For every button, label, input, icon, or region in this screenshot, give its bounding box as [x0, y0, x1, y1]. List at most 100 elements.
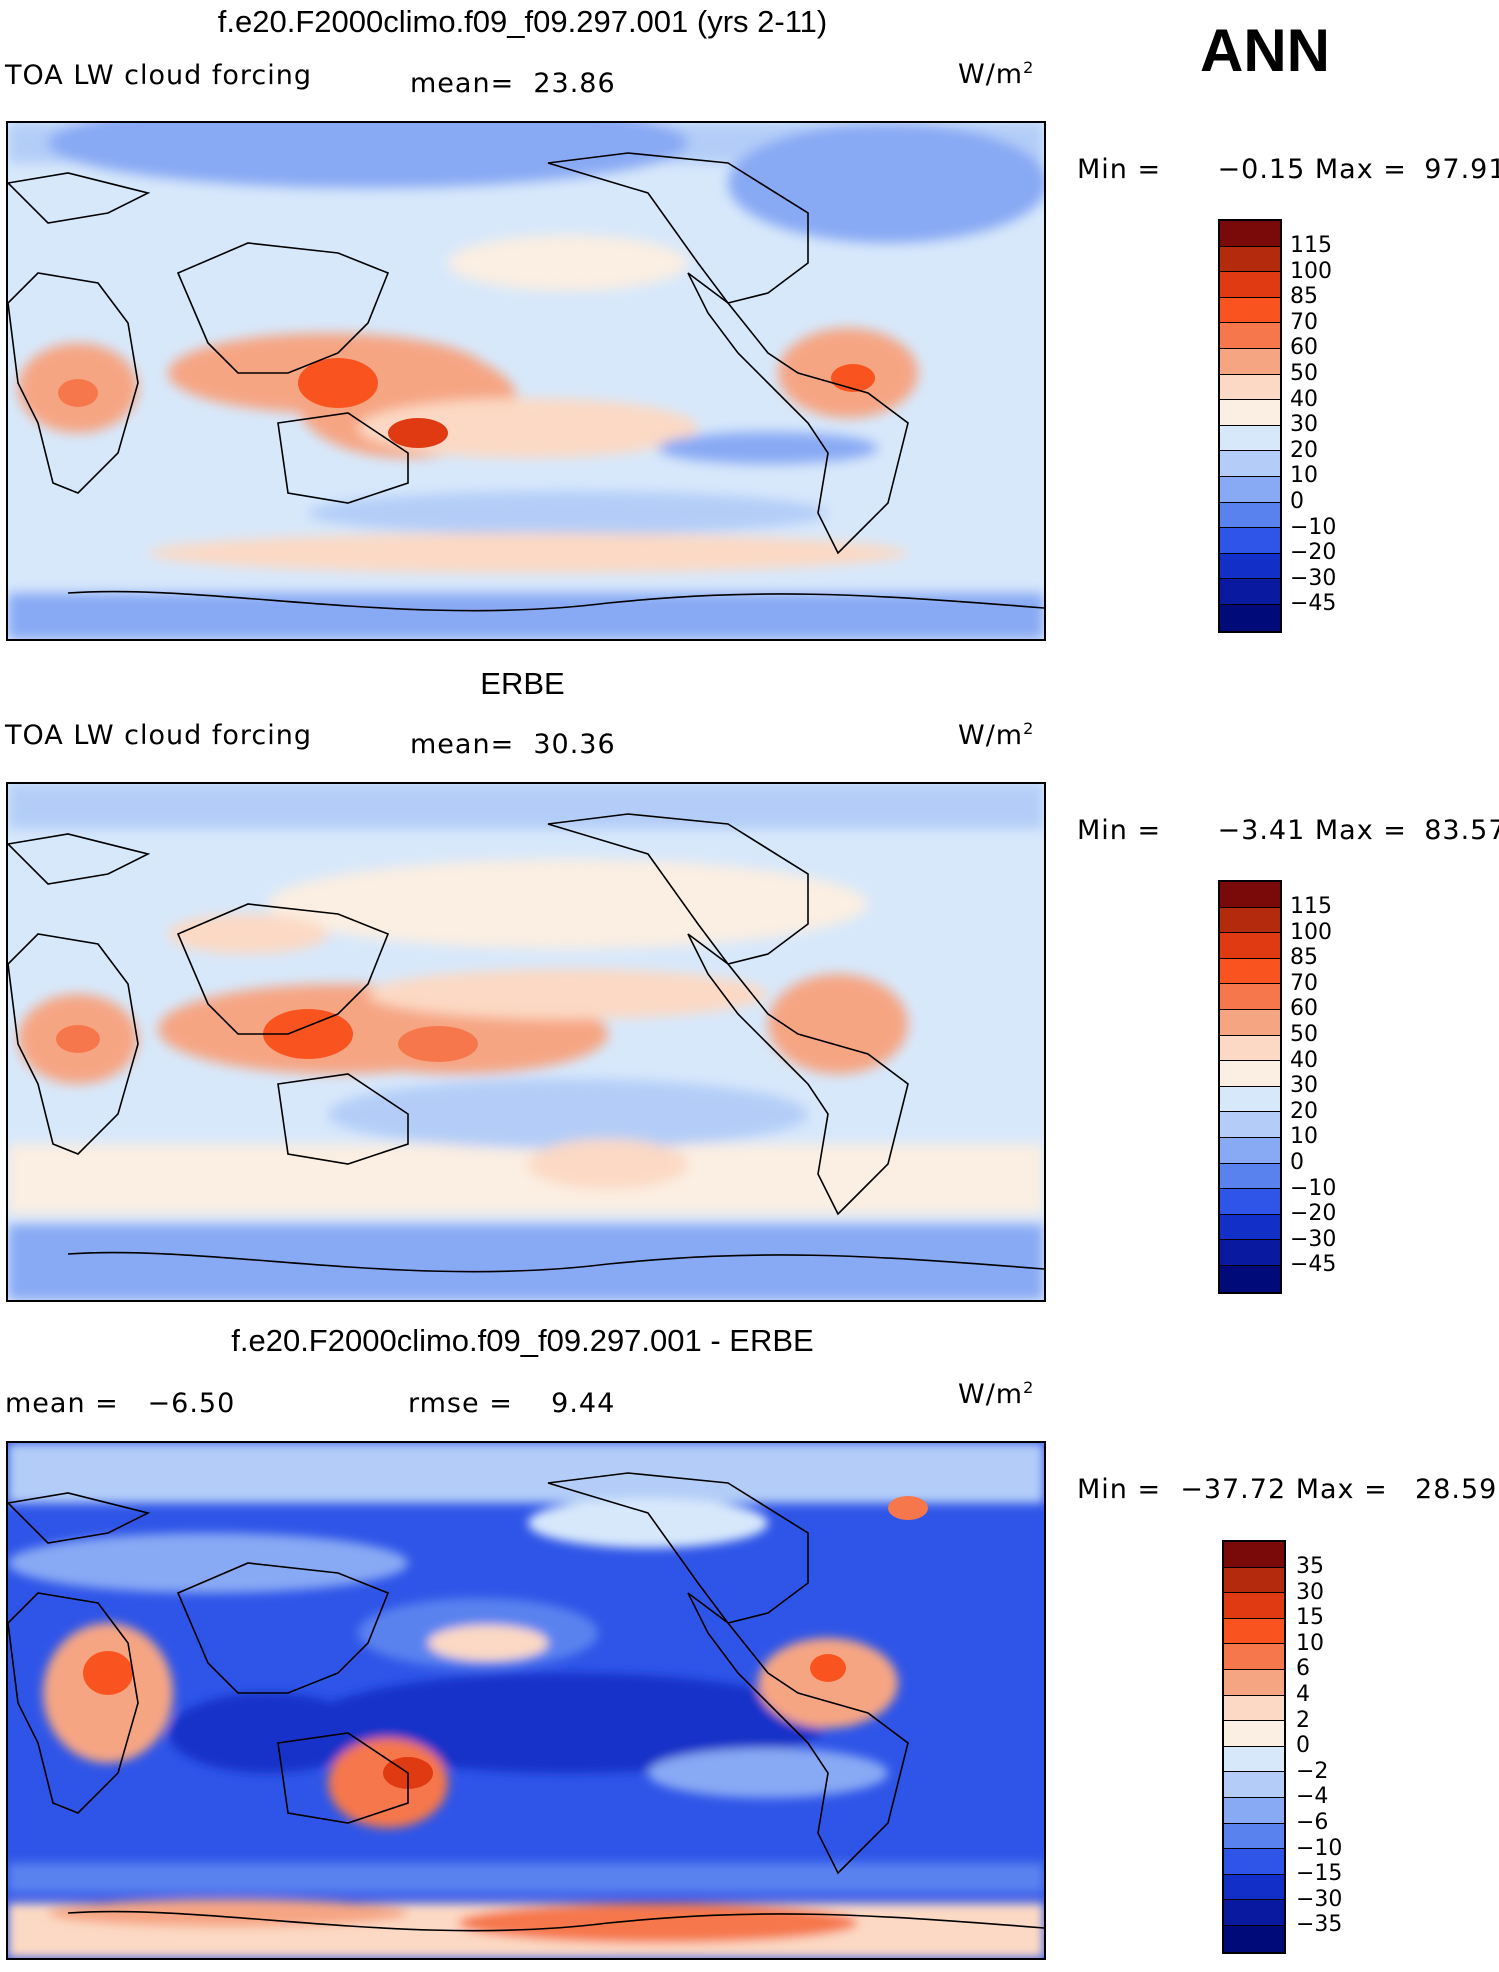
colorbar-tick-label: 20 — [1290, 438, 1336, 464]
panel-1-variable-label: TOA LW cloud forcing — [5, 60, 312, 91]
field-south-pacific — [528, 1139, 688, 1189]
colorbar-segment — [1224, 1696, 1284, 1722]
colorbar-segment — [1220, 1215, 1280, 1241]
field-core-greenland — [888, 1496, 928, 1520]
field-core-africa — [58, 379, 98, 407]
field-amazon — [768, 974, 908, 1074]
colorbar-segment — [1220, 1112, 1280, 1138]
panel-3-minmax: Min = −37.72 Max = 28.59 — [1077, 1474, 1497, 1505]
colorbar-segment — [1220, 247, 1280, 273]
colorbar-tick-label: 115 — [1290, 233, 1336, 259]
min-value: −37.72 — [1161, 1474, 1286, 1505]
colorbar-segment — [1220, 451, 1280, 477]
colorbar-tick-label: 85 — [1290, 284, 1336, 310]
max-label: Max = — [1315, 815, 1407, 846]
colorbar-tick-label: 0 — [1296, 1733, 1342, 1759]
colorbar-tick-label: 2 — [1296, 1708, 1342, 1734]
units-text: W/m — [958, 1379, 1023, 1410]
colorbar-tick-label: 115 — [1290, 894, 1336, 920]
colorbar-tick-label: −35 — [1296, 1912, 1342, 1938]
colorbar-tick-label: −20 — [1290, 1201, 1336, 1227]
field-se-pacific — [308, 491, 828, 535]
colorbar-segment — [1220, 579, 1280, 605]
colorbar-tick-label: −10 — [1290, 515, 1336, 541]
colorbar-tick-label: 20 — [1290, 1099, 1336, 1125]
colorbar-segment — [1224, 1772, 1284, 1798]
units-exponent: 2 — [1023, 58, 1034, 77]
colorbar-tick-label: −6 — [1296, 1810, 1342, 1836]
units-text: W/m — [958, 720, 1023, 751]
colorbar-segment — [1220, 959, 1280, 985]
field-core-pacific — [398, 1026, 478, 1062]
max-value: 97.91 — [1417, 154, 1499, 185]
colorbar-segment — [1224, 1670, 1284, 1696]
panel-1-colorbar-ticks: 115 100 85 70 60 50 40 30 20 10 0 −10 −20 −30 −45 — [1290, 233, 1336, 617]
field-arctic — [8, 1443, 1044, 1503]
field-north-pacific — [448, 235, 688, 291]
field-southern-ocean — [8, 1863, 1044, 1893]
panel-2-map — [6, 782, 1046, 1302]
min-label: Min = — [1077, 1474, 1161, 1505]
units-exponent: 2 — [1023, 1378, 1034, 1397]
season-label: ANN — [1200, 16, 1330, 85]
panel-3-mean-label: mean = −6.50 — [5, 1388, 235, 1419]
colorbar-tick-label: 70 — [1290, 971, 1336, 997]
colorbar-tick-label: 0 — [1290, 1150, 1336, 1176]
panel-2-mean-label: mean= 30.36 — [410, 729, 616, 760]
colorbar-segment — [1220, 1061, 1280, 1087]
colorbar-tick-label: 100 — [1290, 920, 1336, 946]
colorbar-tick-label: −45 — [1290, 1252, 1336, 1278]
field-itcz — [368, 969, 768, 1019]
colorbar-tick-label: −4 — [1296, 1784, 1342, 1810]
colorbar-segment — [1220, 882, 1280, 908]
panel-1-map — [6, 121, 1046, 641]
colorbar-tick-label: −2 — [1296, 1759, 1342, 1785]
panel-3-units: W/m2 — [958, 1378, 1034, 1410]
field-core-indonesia — [298, 358, 378, 408]
max-value: 83.57 — [1417, 815, 1499, 846]
colorbar-tick-label: −30 — [1296, 1887, 1342, 1913]
field-antarctica-warm-2 — [48, 1899, 408, 1927]
panel-1-minmax: Min = −0.15 Max = 97.91 — [1077, 154, 1499, 185]
field-antarctica — [8, 593, 1044, 639]
field-southern-ocean — [148, 533, 908, 573]
colorbar-tick-label: 35 — [1296, 1554, 1342, 1580]
colorbar-tick-label: 60 — [1290, 335, 1336, 361]
units-exponent: 2 — [1023, 719, 1034, 738]
colorbar-segment — [1220, 1036, 1280, 1062]
colorbar-tick-label: 70 — [1290, 310, 1336, 336]
field-eurasia — [8, 1533, 408, 1593]
field-core-africa — [56, 1025, 100, 1053]
min-value: −0.15 — [1180, 154, 1305, 185]
colorbar-tick-label: −10 — [1296, 1836, 1342, 1862]
field-core-amazon — [810, 1654, 846, 1682]
colorbar-tick-label: 50 — [1290, 1022, 1336, 1048]
field-core-africa — [83, 1651, 133, 1695]
colorbar-segment — [1220, 528, 1280, 554]
colorbar-tick-label: −30 — [1290, 566, 1336, 592]
colorbar-segment — [1220, 221, 1280, 247]
panel-1-mean-label: mean= 23.86 — [410, 68, 616, 99]
colorbar-segment — [1224, 1747, 1284, 1773]
field-tibet — [168, 914, 328, 954]
colorbar-tick-label: 10 — [1296, 1631, 1342, 1657]
colorbar-tick-label: 30 — [1290, 412, 1336, 438]
colorbar-segment — [1224, 1900, 1284, 1926]
colorbar-tick-label: −20 — [1290, 540, 1336, 566]
panel-3-colorbar-ticks: 35 30 15 10 6 4 2 0 −2 −4 −6 −10 −15 −30 −35 — [1296, 1554, 1342, 1938]
panel-3-colorbar — [1222, 1540, 1286, 1954]
field-np-warm — [428, 1625, 548, 1661]
colorbar-segment — [1224, 1568, 1284, 1594]
panel-2-colorbar-ticks: 115 100 85 70 60 50 40 30 20 10 0 −10 −20 −30 −45 — [1290, 894, 1336, 1278]
colorbar-tick-label: 85 — [1290, 945, 1336, 971]
colorbar-tick-label: 60 — [1290, 996, 1336, 1022]
field-se-pacific — [328, 1079, 808, 1149]
panel-1-colorbar — [1218, 219, 1282, 633]
colorbar-segment — [1224, 1593, 1284, 1619]
colorbar-segment — [1220, 933, 1280, 959]
field-north-pacific — [268, 859, 868, 949]
colorbar-tick-label: 6 — [1296, 1656, 1342, 1682]
panel-3-map — [6, 1441, 1046, 1960]
colorbar-tick-label: −45 — [1290, 591, 1336, 617]
panel-3-title: f.e20.F2000climo.f09_f09.297.001 - ERBE — [0, 1323, 1045, 1359]
